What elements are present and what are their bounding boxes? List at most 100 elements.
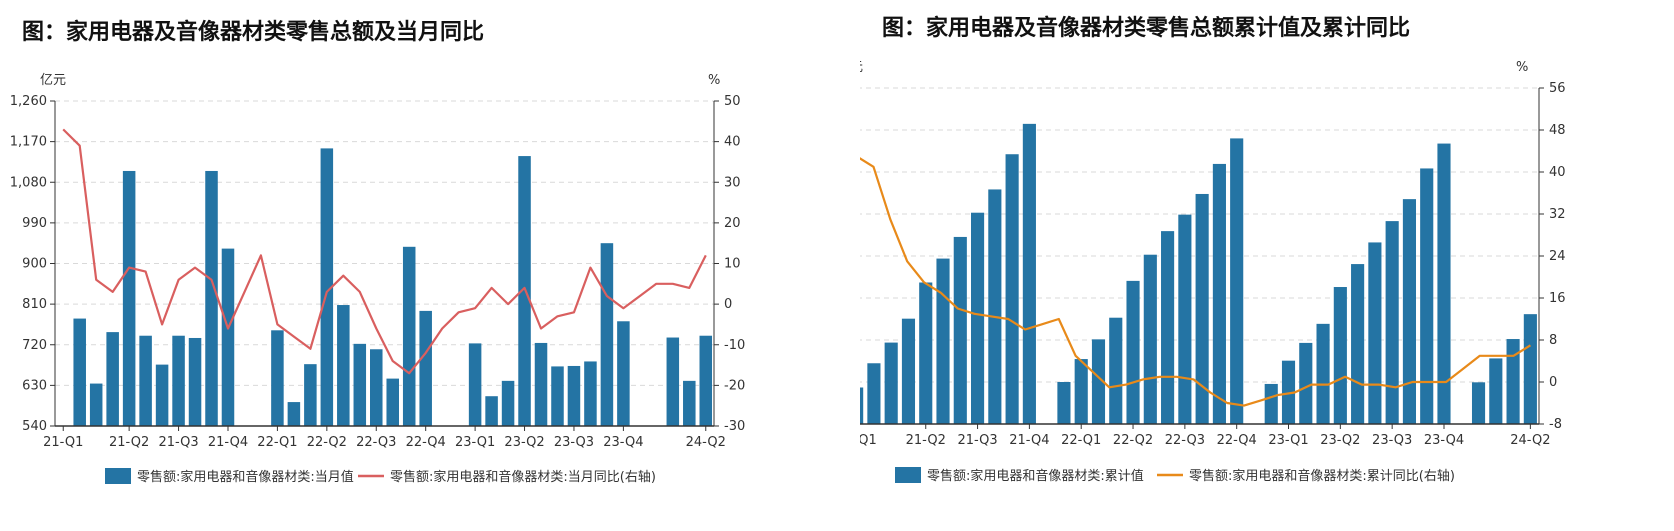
left-x-tick-label: 21-Q1 [43, 435, 83, 450]
left-right-tick-label: 20 [724, 216, 741, 231]
left-bar [271, 330, 284, 426]
right-right-tick-label: 0 [1549, 375, 1557, 390]
left-bar [666, 337, 680, 426]
right-right-tick-label: 16 [1549, 291, 1566, 306]
left-bar [419, 310, 432, 426]
right-bar [1212, 163, 1226, 424]
left-bar [386, 378, 399, 426]
right-x-tick-label: 21-Q3 [957, 433, 997, 448]
right-right-tick-label: 24 [1549, 249, 1566, 264]
right-x-tick-label: 24-Q2 [1510, 433, 1550, 448]
left-bar [304, 364, 317, 426]
left-x-tick-label: 22-Q4 [406, 435, 446, 450]
left-right-tick-label: 10 [724, 257, 741, 272]
right-x-tick-label: 22-Q4 [1217, 433, 1257, 448]
left-right-tick-label: 40 [724, 135, 741, 150]
left-bar [122, 170, 136, 426]
right-x-tick-label: 22-Q1 [1061, 433, 1101, 448]
left-bar [699, 335, 713, 426]
left-bar [106, 332, 119, 426]
left-bar [584, 361, 597, 426]
right-bar [860, 387, 864, 424]
left-right-tick-label: -10 [724, 338, 745, 353]
right-bar [1316, 323, 1330, 424]
right-bar [1161, 231, 1175, 424]
right-line-series [860, 157, 1531, 407]
left-right-tick-label: 30 [724, 175, 741, 190]
left-left-tick-label: 720 [22, 338, 47, 353]
left-right-unit: % [708, 73, 720, 88]
left-bar [221, 248, 235, 426]
right-bar [919, 282, 933, 424]
left-bar [287, 402, 301, 426]
left-bar [89, 383, 103, 426]
left-x-tick-label: 21-Q3 [158, 435, 198, 450]
right-bar [1230, 138, 1244, 424]
left-x-tick-label: 24-Q2 [686, 435, 726, 450]
right-x-tick-label: 21-Q4 [1009, 433, 1049, 448]
left-legend-line-label: 零售额:家用电器和音像器材类:当月同比(右轴) [390, 469, 656, 485]
right-bar [1368, 242, 1382, 424]
right-bar [867, 363, 881, 424]
left-bar [551, 366, 564, 426]
left-bar [370, 349, 383, 426]
right-bar [953, 236, 967, 424]
right-x-tick-label: 22-Q3 [1165, 433, 1205, 448]
right-bar [1402, 199, 1417, 424]
right-bar [1143, 254, 1157, 424]
left-chart-panel: 图：家用电器及音像器材类零售总额及当月同比 540 -30 630 -20 720 -10… [10, 20, 745, 485]
right-right-tick-label: -8 [1549, 417, 1562, 432]
right-chart-panel: 图：家用电器及音像器材类零售总额累计值及累计同比 0-81,30002,6008… [860, 0, 1674, 531]
right-bar [1420, 168, 1434, 424]
right-bar [1385, 221, 1399, 424]
right-bar [1074, 359, 1088, 424]
left-right-tick-label: -30 [724, 419, 745, 434]
right-bar [1471, 382, 1486, 424]
right-bar [1126, 280, 1140, 424]
left-bar [468, 343, 482, 426]
left-left-tick-label: 1,080 [10, 175, 47, 190]
left-bar [501, 380, 515, 426]
right-bar [884, 342, 898, 424]
right-x-tick-label: 23-Q4 [1424, 433, 1464, 448]
right-bar [901, 318, 916, 424]
left-legend-bar-label: 零售额:家用电器和音像器材类:当月值 [137, 469, 354, 485]
left-left-tick-label: 1,170 [10, 135, 47, 150]
left-bar [139, 335, 152, 426]
right-bar [1489, 358, 1503, 424]
left-bar [73, 318, 86, 426]
left-x-tick-label: 21-Q4 [208, 435, 248, 450]
right-x-tick-label: 23-Q2 [1320, 433, 1360, 448]
left-x-tick-label: 23-Q1 [455, 435, 495, 450]
right-bar [1523, 314, 1537, 424]
right-bar [1005, 154, 1019, 424]
left-left-tick-label: 540 [22, 419, 47, 434]
right-bar [1506, 339, 1520, 424]
left-x-tick-label: 22-Q1 [257, 435, 297, 450]
left-bar [600, 243, 614, 426]
right-bar [1109, 317, 1123, 424]
left-x-tick-label: 23-Q4 [603, 435, 643, 450]
left-left-tick-label: 810 [22, 297, 47, 312]
left-left-unit: 亿元 [40, 73, 66, 88]
right-bar [936, 258, 950, 424]
left-bar [337, 305, 350, 426]
left-bar [567, 365, 581, 426]
left-left-tick-label: 990 [22, 216, 47, 231]
right-bar [1091, 339, 1106, 424]
right-bar [988, 189, 1002, 424]
left-left-tick-label: 1,260 [10, 94, 47, 109]
left-bar [188, 337, 202, 426]
right-left-unit: 亿元 [860, 60, 863, 75]
left-right-tick-label: -20 [724, 378, 745, 393]
left-chart-title: 图：家用电器及音像器材类零售总额及当月同比 [22, 20, 485, 45]
right-right-unit: % [1516, 60, 1528, 75]
left-bar [402, 246, 416, 426]
left-chart-svg: 540 -30 630 -20 720 -10 810 0 900 10 990 20 1,080 30 1… [10, 73, 745, 485]
right-bar [1264, 383, 1278, 424]
right-right-tick-label: 56 [1549, 81, 1566, 96]
right-right-tick-label: 8 [1549, 333, 1557, 348]
right-bar [1057, 382, 1071, 424]
right-bar [1437, 143, 1451, 425]
left-right-tick-label: 50 [724, 94, 741, 109]
